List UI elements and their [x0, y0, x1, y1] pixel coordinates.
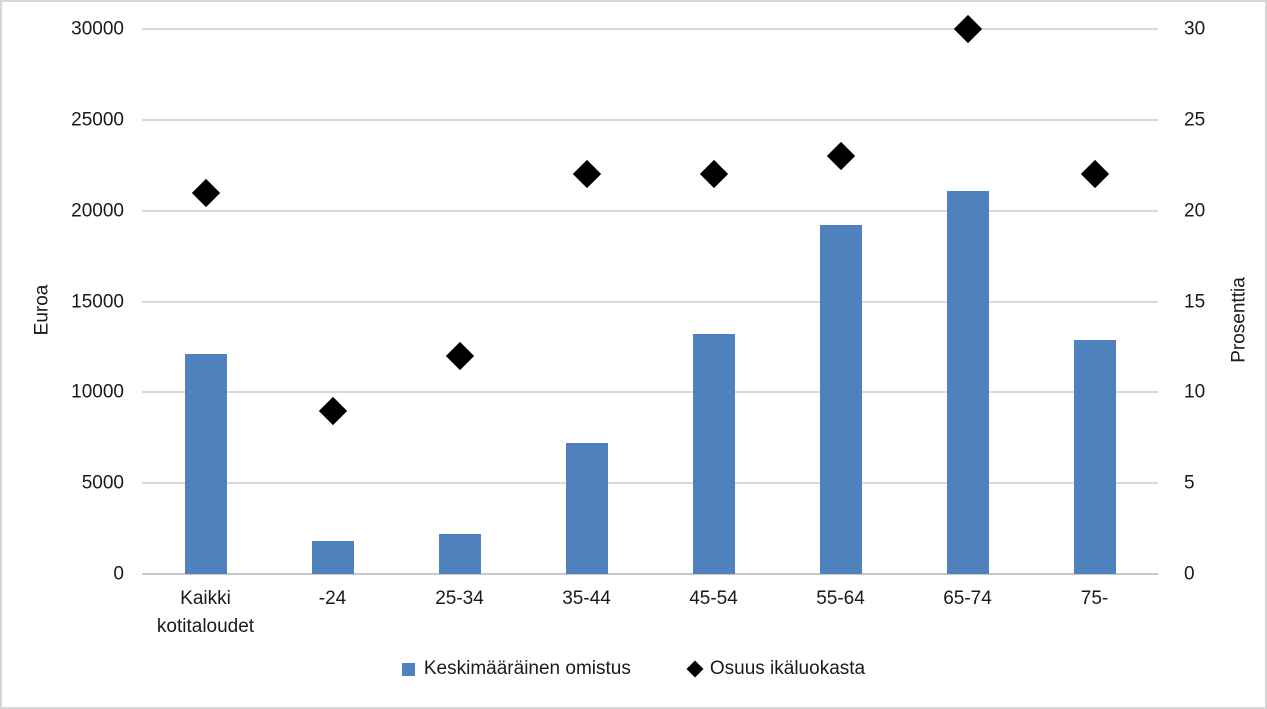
category-label: 75-: [1080, 588, 1109, 609]
right-axis-tick: 30: [1184, 18, 1206, 40]
scatter-marker-diamond: [191, 178, 220, 207]
scatter-marker-diamond: [1080, 160, 1109, 189]
right-axis-tick: 10: [1184, 381, 1206, 403]
category-label: -24: [318, 588, 347, 609]
bar: [946, 190, 989, 574]
bar: [311, 541, 354, 574]
right-axis-tick: 0: [1184, 563, 1195, 585]
left-axis-tick: 5000: [81, 472, 124, 494]
legend-item-scatter-series: Osuus ikäluokasta: [686, 658, 866, 680]
category-label: 65-74: [943, 588, 992, 609]
scatter-marker-diamond: [572, 160, 601, 189]
bar: [438, 534, 481, 574]
scatter-marker-diamond: [699, 160, 728, 189]
left-axis-tick: 10000: [71, 381, 124, 403]
gridline: [142, 482, 1158, 485]
category-label: 25-34: [435, 588, 484, 609]
legend-label-scatter-series: Osuus ikäluokasta: [709, 658, 866, 679]
gridline: [142, 300, 1158, 303]
gridline: [142, 573, 1158, 575]
left-axis-tick: 25000: [71, 109, 124, 131]
category-label: 55-64: [816, 588, 865, 609]
bar-series-swatch-icon: [401, 662, 415, 676]
bar: [819, 225, 862, 574]
category-label: Kaikki kotitaloudet: [156, 588, 255, 637]
gridline: [142, 28, 1158, 30]
scatter-marker-diamond: [953, 14, 982, 44]
left-axis-title: Euroa: [31, 284, 53, 335]
right-axis-title: Prosenttia: [1228, 276, 1250, 363]
gridline: [142, 391, 1158, 394]
left-axis-tick: 0: [113, 563, 124, 585]
gridline: [142, 118, 1158, 121]
bar: [565, 443, 608, 574]
scatter-marker-diamond: [318, 396, 347, 425]
gridline: [142, 209, 1158, 212]
left-axis-tick: 30000: [71, 18, 124, 40]
right-axis-tick: 25: [1184, 109, 1206, 131]
right-axis-tick: 15: [1184, 291, 1206, 312]
category-label: 35-44: [562, 588, 611, 609]
diamond-marker-icon: [686, 660, 704, 678]
legend-item-bar-series: Keskimääräinen omistus: [401, 658, 631, 680]
scatter-marker-diamond: [826, 142, 855, 171]
legend: Keskimääräinen omistus Osuus ikäluokasta: [2, 658, 1265, 680]
bar: [184, 354, 227, 574]
left-axis-tick: 15000: [71, 291, 124, 312]
right-axis-tick: 5: [1184, 472, 1195, 494]
left-axis-tick: 20000: [71, 200, 124, 222]
category-label: 45-54: [689, 588, 738, 609]
bar: [692, 334, 735, 574]
right-axis-tick: 20: [1184, 200, 1206, 222]
bar: [1073, 339, 1116, 574]
legend-label-bar-series: Keskimääräinen omistus: [423, 658, 631, 679]
scatter-marker-diamond: [445, 341, 474, 371]
